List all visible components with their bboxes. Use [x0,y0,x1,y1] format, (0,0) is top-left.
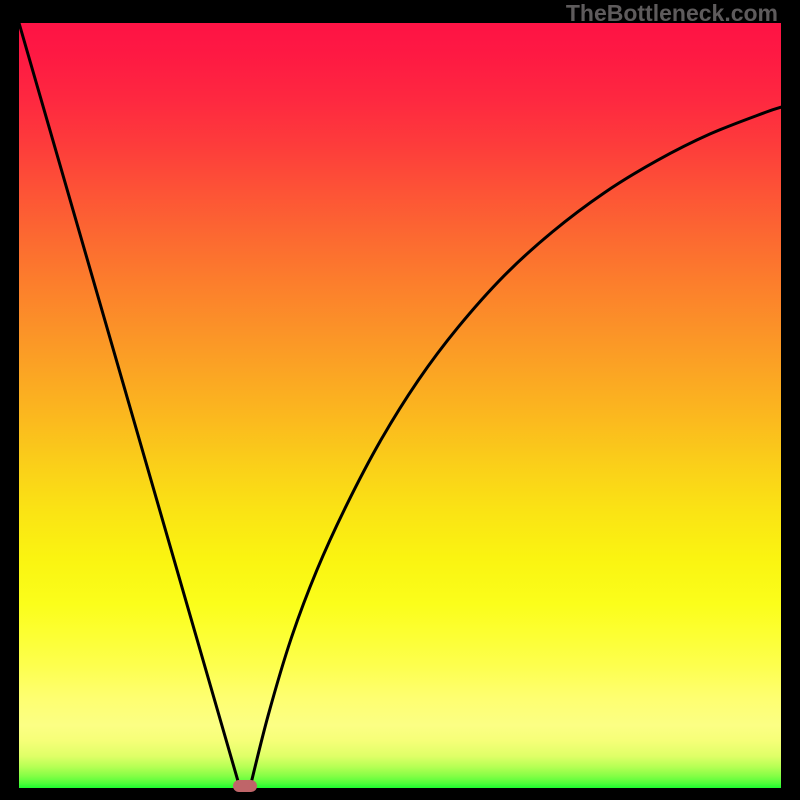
watermark-text: TheBottleneck.com [566,0,778,27]
optimal-point-marker [233,780,257,792]
chart-gradient-background [19,23,781,788]
chart-root: TheBottleneck.com [0,0,800,800]
